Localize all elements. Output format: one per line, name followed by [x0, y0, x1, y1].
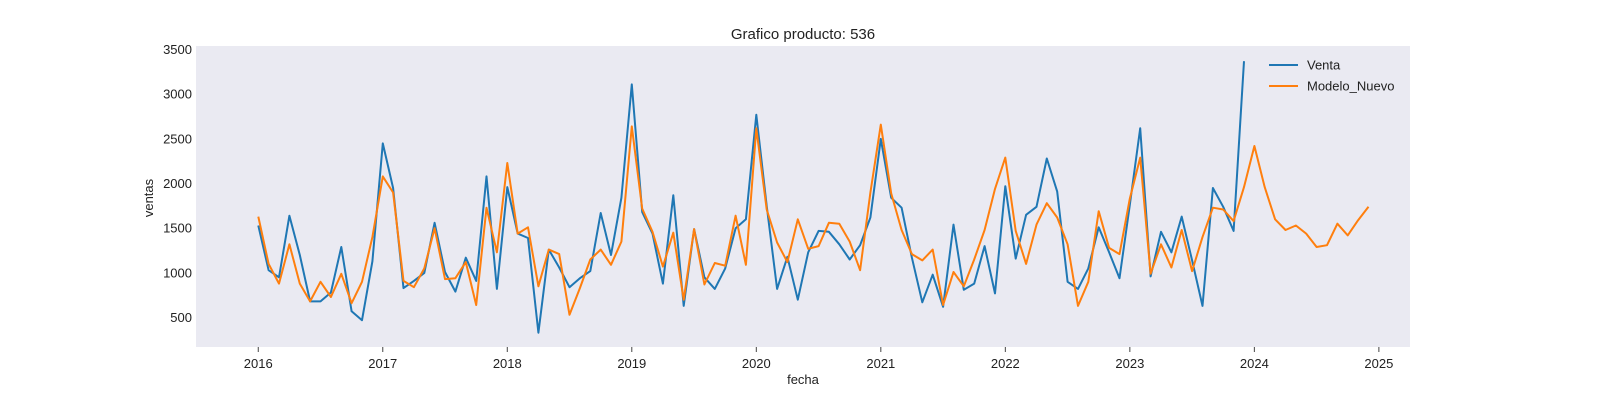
y-tick-label: 1500 [163, 221, 192, 236]
y-tick-label: 1000 [163, 265, 192, 280]
series-line-modelo-nuevo [257, 123, 1370, 316]
plot-area [196, 46, 1410, 347]
x-tick-label: 2019 [617, 356, 646, 371]
y-tick-label: 3500 [163, 42, 192, 57]
y-axis-label: ventas [141, 178, 156, 217]
chart-title: Grafico producto: 536 [731, 26, 875, 43]
x-axis-label: fecha [787, 372, 820, 387]
legend: Venta Modelo_Nuevo [1269, 58, 1394, 94]
x-tick-label: 2023 [1115, 356, 1144, 371]
x-tick-label: 2020 [742, 356, 771, 371]
x-tick-label: 2018 [493, 356, 522, 371]
x-tick-label: 2016 [244, 356, 273, 371]
x-tick-label: 2017 [368, 356, 397, 371]
x-axis: 2016 2017 2018 2019 2020 2021 2022 2023 2024 2025 [244, 347, 1393, 371]
series-line-venta [257, 61, 1245, 334]
y-axis: 500 1000 1500 2000 2500 3000 3500 [163, 42, 192, 325]
y-tick-label: 3000 [163, 87, 192, 102]
x-tick-label: 2021 [866, 356, 895, 371]
x-tick-label: 2025 [1364, 356, 1393, 371]
y-tick-label: 2500 [163, 131, 192, 146]
x-tick-label: 2024 [1240, 356, 1269, 371]
legend-label: Venta [1307, 58, 1341, 73]
legend-label: Modelo_Nuevo [1307, 79, 1394, 94]
series-lines [257, 61, 1370, 334]
y-tick-label: 500 [170, 310, 192, 325]
y-tick-label: 2000 [163, 176, 192, 191]
x-tick-label: 2022 [991, 356, 1020, 371]
